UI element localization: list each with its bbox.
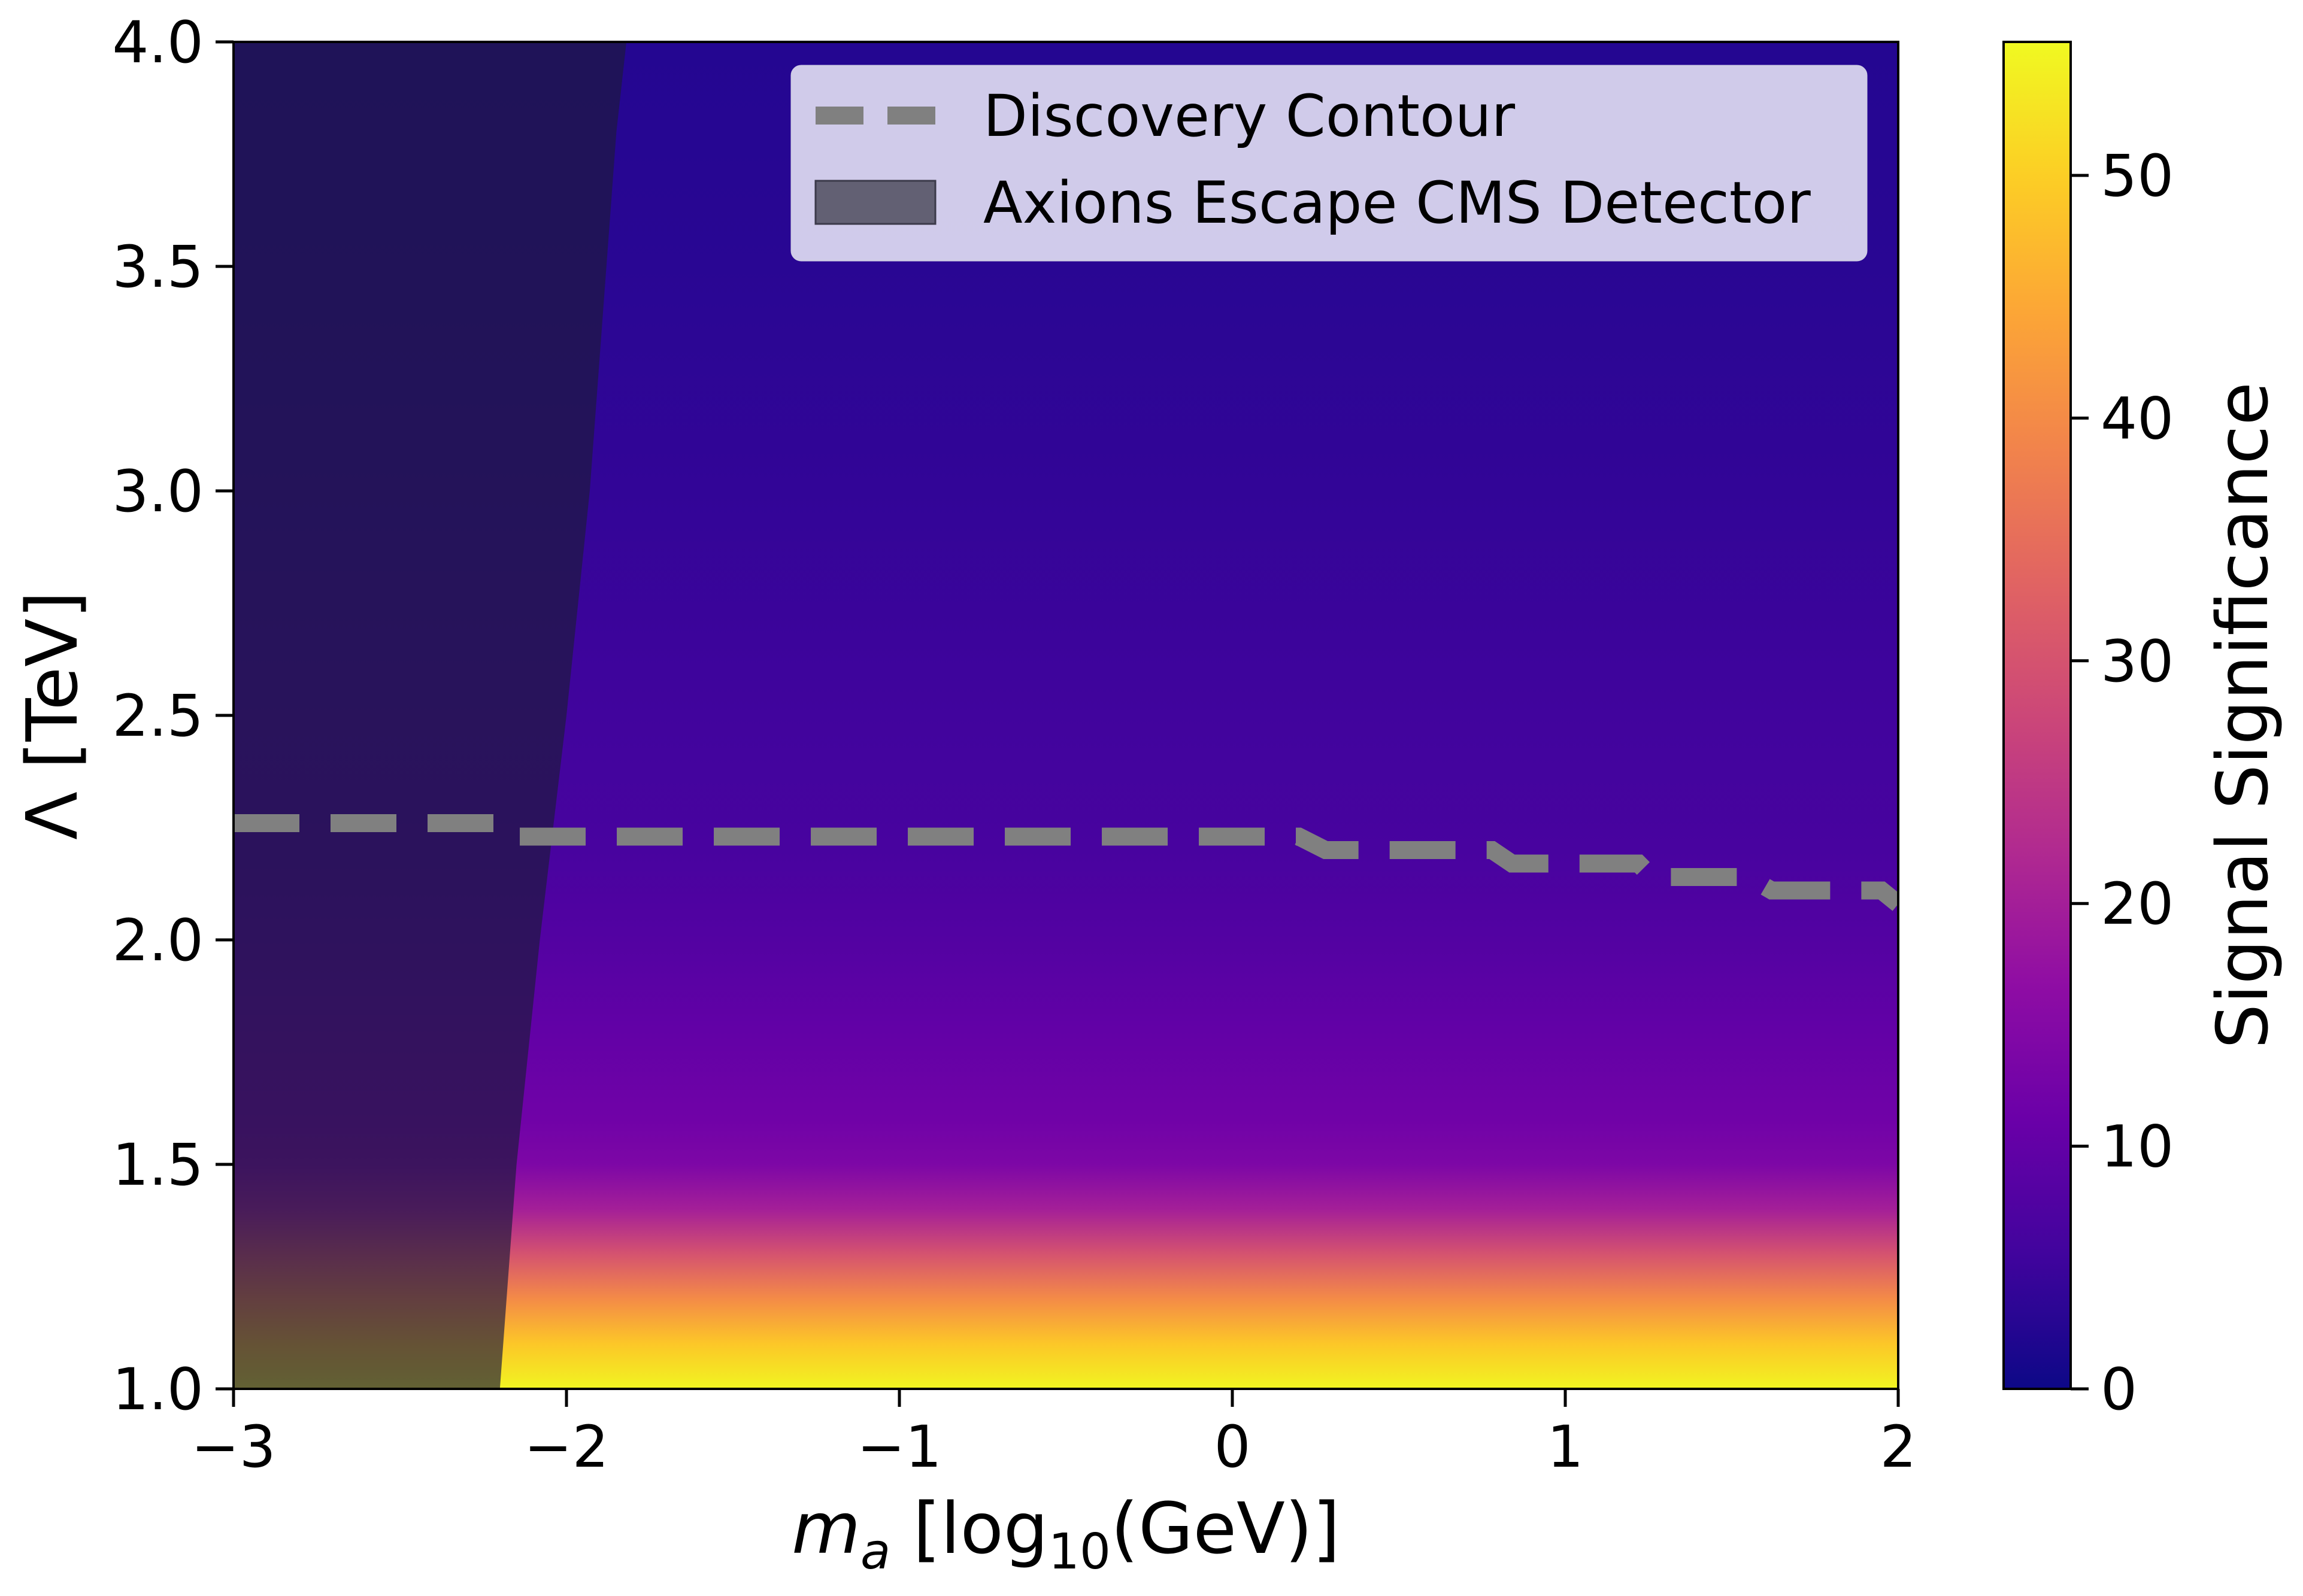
legend-excluded-swatch: [814, 180, 937, 225]
y-tick-label: 3.0: [112, 458, 204, 525]
colorbar: 0 10 20 30 40 50 Signal Significance: [2002, 41, 2284, 1423]
legend-box: [790, 65, 1868, 262]
legend-label-discovery-contour: Discovery Contour: [983, 83, 1516, 150]
x-axis-ticks: −3 −2 −1 0 1 2: [191, 1389, 1917, 1480]
colorbar-bar: [2002, 41, 2072, 1390]
colorbar-tick-label: 10: [2101, 1113, 2174, 1181]
excluded-region: [234, 42, 627, 1389]
colorbar-tick-label: 0: [2101, 1356, 2137, 1423]
y-tick-label: 1.0: [112, 1356, 204, 1423]
y-tick-label: 1.5: [112, 1131, 204, 1198]
legend-label-axions-escape: Axions Escape CMS Detector: [983, 169, 1811, 236]
y-tick-label: 2.0: [112, 907, 204, 974]
discovery-contour-line: [234, 814, 1898, 911]
y-tick-label: 4.0: [112, 9, 204, 76]
y-tick-label: 2.5: [112, 682, 204, 750]
x-axis-label: ma [log10(GeV)]: [792, 1487, 1340, 1580]
y-axis-label: Λ [TeV]: [11, 591, 93, 840]
colorbar-ticks: 0 10 20 30 40 50: [2071, 142, 2174, 1423]
legend: Discovery Contour Axions Escape CMS Dete…: [790, 65, 1868, 262]
colorbar-tick-label: 20: [2101, 870, 2174, 937]
colorbar-tick-label: 40: [2101, 385, 2174, 452]
colorbar-tick-label: 50: [2101, 142, 2174, 210]
y-axis-ticks: 1.0 1.5 2.0 2.5 3.0 3.5 4.0: [112, 9, 234, 1423]
x-tick-label: 0: [1214, 1413, 1250, 1480]
x-tick-label: 1: [1547, 1413, 1583, 1480]
x-tick-label: −2: [524, 1413, 609, 1480]
x-tick-label: −3: [191, 1413, 276, 1480]
x-tick-label: −1: [857, 1413, 942, 1480]
colorbar-tick-label: 30: [2101, 628, 2174, 695]
y-tick-label: 3.5: [112, 233, 204, 301]
colorbar-label: Signal Significance: [2201, 382, 2284, 1049]
x-tick-label: 2: [1880, 1413, 1916, 1480]
